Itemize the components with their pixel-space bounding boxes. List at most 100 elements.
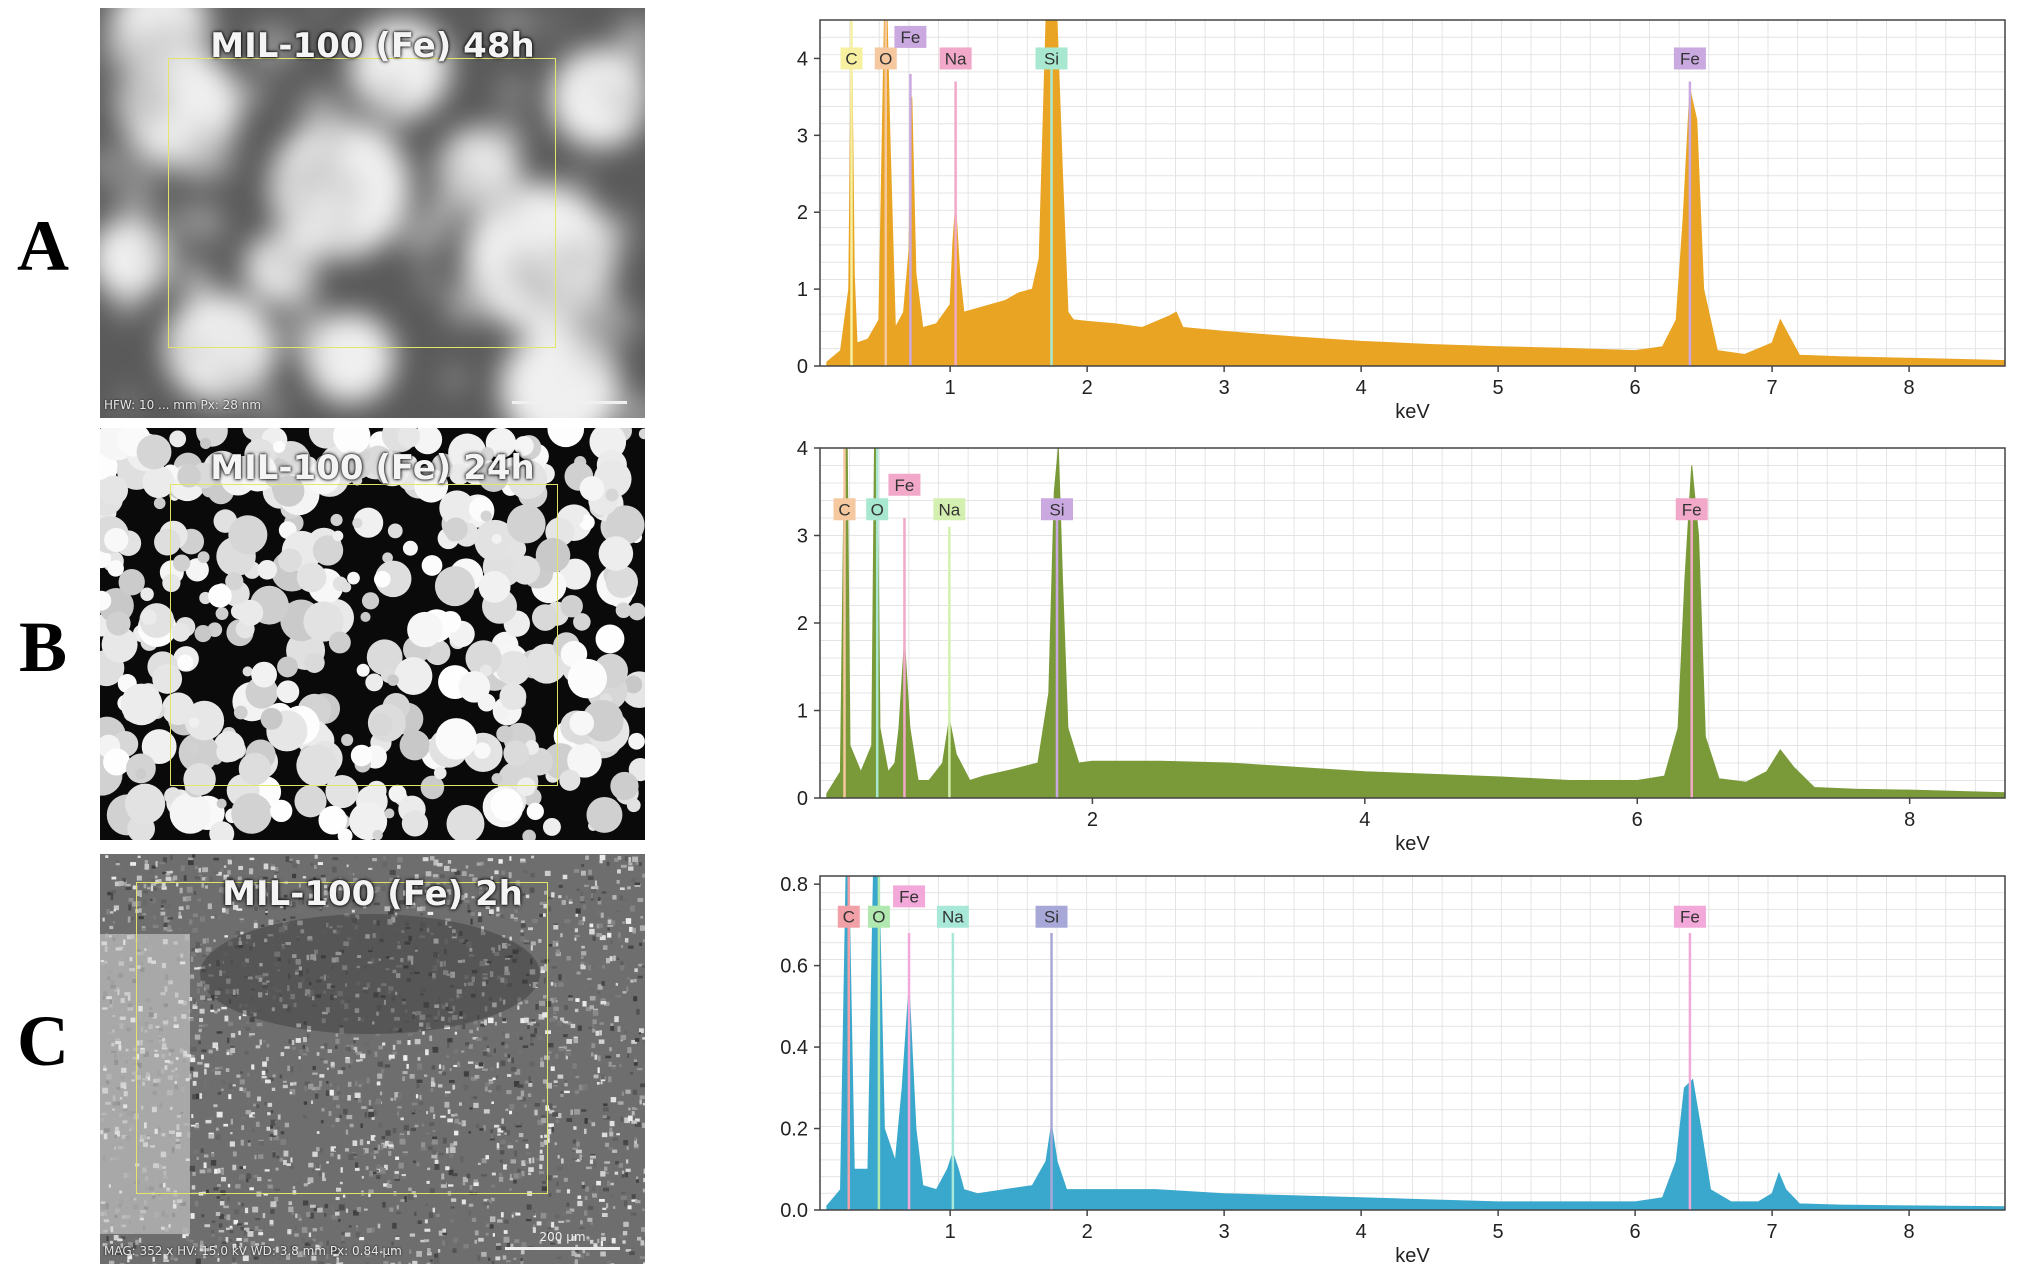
element-label-box: [874, 47, 897, 70]
element-label: Fe: [895, 476, 915, 495]
element-label-box: [1675, 498, 1708, 521]
y-tick-label: 0: [797, 356, 808, 378]
element-label: O: [872, 908, 885, 927]
x-tick-label: 1: [945, 377, 956, 399]
y-tick-label: 0.8: [780, 874, 808, 896]
eds-spectrum-b: C O Fe Na Si Fe 0 1 2 3 4 2 4 6 8 keV: [797, 438, 2006, 855]
element-label-box: [833, 498, 856, 521]
sem-title-c: MIL-100 (Fe) 2h: [222, 874, 523, 914]
plot-frame: [819, 875, 2006, 1211]
element-label: C: [838, 500, 850, 519]
y-tick-label: 2: [797, 613, 808, 635]
scale-bar-label-c: 200 μm: [539, 1230, 586, 1244]
element-label-box: [933, 498, 966, 521]
x-axis-label: keV: [1395, 1245, 1430, 1267]
y-tick-label: 1: [797, 279, 808, 301]
element-label-box: [1035, 47, 1068, 70]
element-label-box: [894, 25, 927, 48]
y-tick-label: 1: [797, 701, 808, 723]
element-label: O: [871, 500, 884, 519]
sem-selection-box-b: [170, 484, 558, 786]
sem-image-b: MIL-100 (Fe) 24h: [100, 428, 645, 840]
x-tick-label: 6: [1632, 809, 1643, 831]
element-label: Na: [945, 49, 967, 68]
sem-selection-box-a: [168, 58, 556, 348]
x-tick-label: 4: [1356, 1221, 1367, 1243]
x-tick-label: 2: [1087, 809, 1098, 831]
sem-footer-c: MAG: 352 x HV: 15.0 kV WD: 3.8 mm Px: 0.…: [104, 1244, 402, 1258]
scale-bar-c: 200 μm: [505, 1230, 620, 1250]
element-label: Fe: [900, 28, 920, 47]
element-label: Fe: [1680, 908, 1700, 927]
sem-image-c: MIL-100 (Fe) 2h MAG: 352 x HV: 15.0 kV W…: [100, 854, 645, 1264]
spectrum-series: [826, 875, 2006, 1211]
panel-letter-b: B: [18, 607, 68, 687]
eds-spectrum-c: C O Fe Na Si Fe 0.0 0.2 0.4 0.6 0.8 1 2 3 4 5 6 7 8 keV: [780, 874, 2006, 1267]
x-tick-label: 6: [1630, 377, 1641, 399]
y-tick-label: 2: [797, 202, 808, 224]
x-tick-label: 2: [1082, 1221, 1093, 1243]
x-tick-label: 4: [1356, 377, 1367, 399]
element-label-box: [866, 498, 889, 521]
element-label-box: [1673, 47, 1706, 70]
sem-micrograph-a: [100, 8, 645, 418]
element-label: Si: [1044, 49, 1059, 68]
sem-micrograph-b: [100, 428, 645, 840]
sem-micrograph-c: [100, 854, 645, 1264]
sem-selection-box-c: [136, 882, 548, 1194]
spectrum-plot-area: C O Fe Na Si Fe: [819, 875, 2006, 1211]
x-axis-label: keV: [1395, 833, 1430, 855]
panel-letter-a: A: [17, 206, 69, 286]
element-label-box: [888, 473, 921, 496]
element-label-box: [939, 47, 972, 70]
x-tick-label: 3: [1219, 377, 1230, 399]
element-label-box: [1041, 498, 1073, 521]
spectrum-series: [826, 19, 2006, 367]
y-tick-label: 0.0: [780, 1200, 808, 1222]
y-tick-label: 0.6: [780, 956, 808, 978]
element-label-box: [837, 905, 860, 928]
scale-bar-label-a: 5 μm: [554, 384, 585, 398]
element-label: Na: [939, 500, 961, 519]
element-label: Fe: [899, 887, 919, 906]
x-tick-label: 4: [1359, 809, 1370, 831]
x-tick-label: 6: [1630, 1221, 1641, 1243]
element-label: Fe: [1682, 500, 1702, 519]
scale-bar-a: 5 μm: [512, 384, 627, 404]
element-label-box: [1673, 905, 1706, 928]
x-tick-label: 7: [1767, 1221, 1778, 1243]
x-tick-label: 1: [945, 1221, 956, 1243]
x-axis-label: keV: [1395, 401, 1430, 423]
x-tick-label: 8: [1904, 809, 1915, 831]
element-label: C: [843, 908, 855, 927]
element-label-box: [1035, 905, 1068, 928]
y-tick-label: 3: [797, 125, 808, 147]
y-tick-label: 3: [797, 526, 808, 548]
x-tick-label: 5: [1493, 377, 1504, 399]
sem-title-b: MIL-100 (Fe) 24h: [210, 448, 535, 488]
y-tick-label: 0: [797, 788, 808, 810]
x-tick-label: 7: [1767, 377, 1778, 399]
x-tick-label: 8: [1904, 377, 1915, 399]
element-label: Si: [1049, 500, 1064, 519]
y-tick-label: 4: [797, 48, 808, 70]
element-label-box: [893, 885, 926, 908]
element-label-box: [840, 47, 863, 70]
y-tick-label: 0.4: [780, 1037, 808, 1059]
element-label-box: [936, 905, 969, 928]
x-tick-label: 2: [1082, 377, 1093, 399]
element-label: Na: [942, 908, 964, 927]
sem-footer-a: HFW: 10 ... mm Px: 28 nm: [104, 398, 262, 412]
x-tick-label: 8: [1904, 1221, 1915, 1243]
plot-frame: [819, 19, 2006, 367]
sem-image-a: MIL-100 (Fe) 48h HFW: 10 ... mm Px: 28 n…: [100, 8, 645, 418]
element-label: Si: [1044, 908, 1059, 927]
sem-title-a: MIL-100 (Fe) 48h: [210, 26, 535, 66]
spectrum-plot-area: C O Fe Na Si Fe: [819, 447, 2006, 799]
eds-spectrum-a: C O Fe Na Si Fe 0 1 2 3 4 1 2 3 4 5 6 7 8 keV: [797, 19, 2006, 423]
element-label: Fe: [1680, 49, 1700, 68]
element-label: O: [879, 49, 892, 68]
x-tick-label: 3: [1219, 1221, 1230, 1243]
y-tick-label: 0.2: [780, 1119, 808, 1141]
